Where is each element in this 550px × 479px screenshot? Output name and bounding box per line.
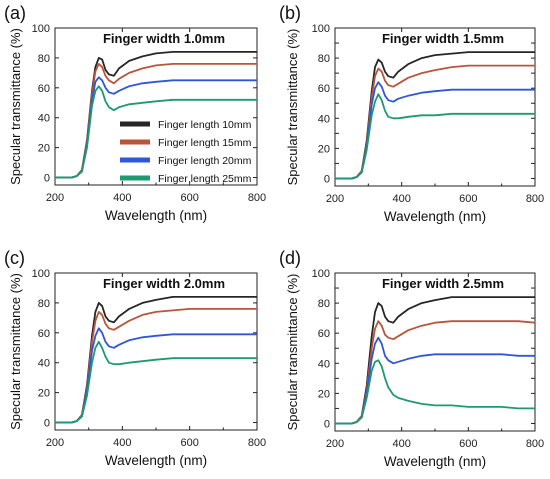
chart-title: Finger width 2.0mm: [103, 276, 225, 291]
chart-panel-3: (c) 0 20 40 60 80 100 200 400 600 800 Wavelength (n…: [4, 248, 266, 468]
y-tick-label: 60: [38, 83, 50, 95]
x-axis-label: Wavelength (nm): [105, 453, 207, 468]
y-tick-label: 100: [32, 268, 50, 280]
y-tick-label: 100: [312, 268, 330, 280]
y-tick-label: 20: [318, 143, 330, 155]
y-tick-label: 100: [312, 23, 330, 35]
y-axis-label: Specular transmittance (%): [8, 28, 23, 185]
x-axis-label: Wavelength (nm): [105, 208, 207, 223]
y-tick-label: 0: [44, 418, 50, 430]
panel-label: (c): [4, 248, 25, 268]
x-tick-label: 200: [46, 437, 64, 449]
chart-panel-2: (b) 0 20 40 60 80 100 200 400 600 800 Wavelength (n…: [279, 3, 544, 224]
legend-label: Finger length 25mm: [158, 173, 252, 185]
series-line-4: [55, 342, 257, 423]
legend-label: Finger length 10mm: [158, 119, 252, 131]
series-line-3: [55, 328, 257, 422]
chart-title: Finger width 1.0mm: [103, 31, 225, 46]
y-tick-label: 40: [38, 113, 50, 125]
chart-panel-4: (d) 0 20 40 60 80 100 200 400 600 800 Wavelength (n…: [279, 248, 544, 469]
chart-title: Finger width 2.5mm: [382, 276, 504, 291]
series-line-3: [335, 338, 535, 424]
y-tick-label: 100: [32, 23, 50, 35]
x-axis-label: Wavelength (nm): [384, 209, 486, 224]
y-tick-label: 0: [324, 418, 330, 430]
x-tick-label: 600: [180, 192, 198, 204]
x-tick-label: 400: [113, 437, 131, 449]
x-tick-label: 200: [326, 438, 344, 450]
y-tick-label: 80: [38, 53, 50, 65]
x-axis-label: Wavelength (nm): [384, 454, 486, 469]
x-tick-label: 800: [248, 192, 266, 204]
x-tick-label: 800: [248, 437, 266, 449]
y-tick-label: 20: [318, 388, 330, 400]
legend-label: Finger length 20mm: [158, 155, 252, 167]
y-tick-label: 60: [318, 328, 330, 340]
y-tick-label: 60: [318, 83, 330, 95]
x-tick-label: 200: [46, 192, 64, 204]
y-tick-label: 20: [38, 388, 50, 400]
y-tick-label: 80: [318, 53, 330, 65]
x-tick-label: 400: [113, 192, 131, 204]
y-tick-label: 80: [318, 298, 330, 310]
panel-label: (d): [279, 248, 301, 268]
x-tick-label: 600: [459, 193, 477, 205]
legend-label: Finger length 15mm: [158, 137, 252, 149]
y-tick-label: 20: [38, 143, 50, 155]
x-tick-label: 200: [326, 193, 344, 205]
x-tick-label: 400: [392, 438, 410, 450]
series-line-4: [335, 94, 535, 178]
y-tick-label: 60: [38, 328, 50, 340]
x-tick-label: 400: [392, 193, 410, 205]
x-tick-label: 600: [180, 437, 198, 449]
chart-panel-1: (a) 0 20 40 60 80 100 200 400 600 800 Wavelength (n…: [4, 3, 266, 223]
y-tick-label: 0: [324, 173, 330, 185]
y-axis-label: Specular transmittance (%): [285, 274, 300, 431]
y-tick-label: 40: [38, 358, 50, 370]
chart-title: Finger width 1.5mm: [382, 31, 504, 46]
y-tick-label: 40: [318, 358, 330, 370]
y-axis-label: Specular transmittance (%): [8, 273, 23, 430]
legend: Finger length 10mm Finger length 15mm Fing…: [120, 119, 252, 185]
y-axis-label: Specular transmittance (%): [285, 29, 300, 186]
x-tick-label: 800: [526, 438, 544, 450]
panel-label: (b): [279, 3, 301, 23]
y-tick-label: 80: [38, 298, 50, 310]
y-tick-label: 40: [318, 113, 330, 125]
x-tick-label: 600: [459, 438, 477, 450]
y-tick-label: 0: [44, 173, 50, 185]
panel-label: (a): [4, 3, 26, 23]
x-tick-label: 800: [526, 193, 544, 205]
series-line-3: [335, 82, 535, 178]
